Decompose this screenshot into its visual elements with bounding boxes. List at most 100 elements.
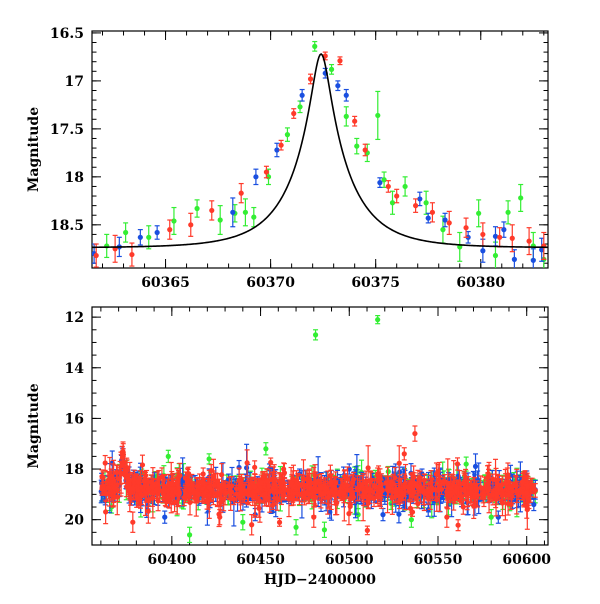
data-point: [344, 93, 349, 98]
blue-outlier-point: [162, 511, 167, 523]
blue-point: [512, 250, 517, 269]
data-point: [188, 222, 193, 227]
data-point: [497, 235, 502, 240]
green-point: [354, 138, 359, 153]
green-point: [375, 91, 380, 139]
data-point: [473, 464, 478, 469]
green-point: [457, 232, 462, 261]
data-point: [138, 235, 143, 240]
y-tick-label: 14: [65, 361, 85, 377]
red-point: [526, 228, 531, 255]
green-point: [146, 226, 151, 249]
x-axis-label: HJD−2400000: [264, 572, 376, 588]
red-point: [413, 199, 418, 212]
green-outlier-point: [263, 443, 268, 455]
data-point: [493, 253, 498, 258]
data-point: [291, 111, 296, 116]
data-point: [155, 230, 160, 235]
data-point: [531, 258, 536, 263]
green-outlier-point: [322, 522, 327, 537]
y-tick-label: 16.5: [50, 26, 84, 42]
data-point: [329, 67, 334, 72]
green-outlier-point: [187, 527, 192, 542]
y-axis-label: Magnitude: [26, 383, 42, 468]
blue-point: [253, 169, 258, 184]
data-point: [394, 193, 399, 198]
x-tick-label: 60380: [456, 275, 505, 291]
data-point: [505, 210, 510, 215]
x-tick-label: 60365: [141, 275, 190, 291]
red-point: [337, 57, 342, 65]
data-point: [253, 174, 258, 179]
data-point: [194, 206, 199, 211]
red-point: [113, 235, 118, 262]
green-point: [285, 128, 290, 141]
x-tick-label: 60500: [325, 552, 374, 568]
red-point: [386, 181, 391, 193]
data-point: [239, 191, 244, 196]
blue-outlier-point: [380, 509, 385, 521]
data-point: [480, 232, 485, 237]
green-point: [344, 107, 349, 126]
data-point: [386, 184, 391, 189]
green-point: [424, 191, 429, 214]
red-point: [188, 213, 193, 236]
blue-point: [138, 230, 143, 245]
y-axis-label: Magnitude: [26, 107, 42, 192]
green-point: [403, 177, 408, 196]
green-point: [505, 201, 510, 224]
data-point: [207, 456, 212, 461]
data-point: [240, 520, 245, 525]
data-point: [297, 104, 302, 109]
data-point: [167, 227, 172, 232]
y-tick-label: 18: [65, 170, 84, 186]
data-point: [146, 235, 151, 240]
green-point: [381, 172, 386, 187]
data-point: [308, 76, 313, 81]
data-point: [171, 218, 176, 223]
green-point: [312, 42, 317, 52]
data-point: [386, 469, 391, 474]
data-point: [375, 317, 380, 322]
data-point: [300, 93, 305, 98]
data-point: [442, 217, 447, 222]
y-tick-label: 16: [65, 411, 84, 427]
data-point: [518, 195, 523, 200]
y-tick-label: 18.5: [50, 218, 84, 234]
red-point: [291, 109, 296, 119]
green-outlier-point: [240, 515, 245, 530]
data-point: [424, 200, 429, 205]
blue-point: [300, 90, 305, 102]
red-point: [447, 211, 452, 234]
data-point: [344, 114, 349, 119]
green-point: [329, 65, 334, 75]
data-point: [230, 210, 235, 215]
blue-point: [335, 81, 340, 91]
y-tick-label: 12: [65, 310, 84, 326]
green-outlier-point: [313, 330, 318, 340]
data-point: [129, 252, 134, 257]
green-outlier-point: [166, 450, 171, 462]
data-point: [426, 216, 431, 221]
data-point: [463, 225, 468, 230]
model-curve: [92, 54, 548, 247]
green-point: [104, 234, 109, 257]
x-tick-label: 60375: [351, 275, 400, 291]
green-point: [297, 101, 302, 113]
blue-point: [155, 226, 160, 239]
data-point: [337, 58, 342, 63]
x-tick-label: 60370: [246, 275, 295, 291]
data-point: [430, 210, 435, 215]
data-point: [162, 515, 167, 520]
red-point: [510, 225, 515, 252]
red-point: [209, 201, 214, 220]
data-point: [94, 253, 99, 258]
y-tick-label: 17: [65, 74, 84, 90]
data-point: [251, 215, 256, 220]
data-point: [263, 446, 268, 451]
plot-frame: [92, 31, 548, 268]
data-point: [377, 180, 382, 185]
